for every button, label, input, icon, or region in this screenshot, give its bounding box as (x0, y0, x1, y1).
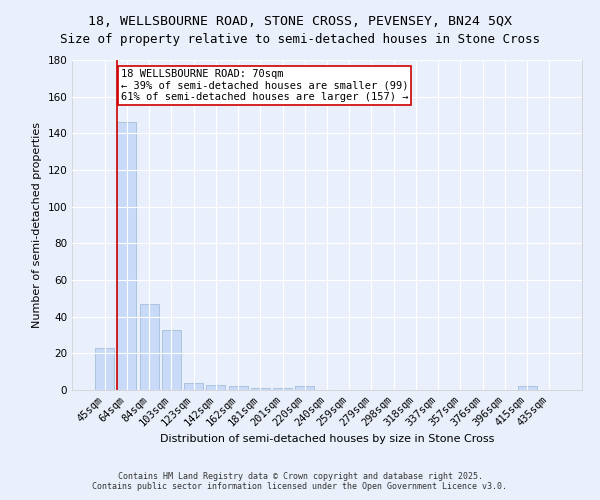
Text: Contains HM Land Registry data © Crown copyright and database right 2025.
Contai: Contains HM Land Registry data © Crown c… (92, 472, 508, 491)
Bar (273, 388, 292, 390)
Bar (118, 122, 136, 390)
Bar (95, 348, 114, 390)
Bar (518, 386, 536, 390)
Bar (184, 382, 203, 390)
Bar (206, 384, 225, 390)
Text: 18 WELLSBOURNE ROAD: 70sqm
← 39% of semi-detached houses are smaller (99)
61% of: 18 WELLSBOURNE ROAD: 70sqm ← 39% of semi… (121, 69, 408, 102)
Bar (140, 304, 158, 390)
Bar (295, 386, 314, 390)
Y-axis label: Number of semi-detached properties: Number of semi-detached properties (32, 122, 42, 328)
Bar (162, 330, 181, 390)
X-axis label: Distribution of semi-detached houses by size in Stone Cross: Distribution of semi-detached houses by … (160, 434, 494, 444)
Bar (229, 386, 248, 390)
Text: 18, WELLSBOURNE ROAD, STONE CROSS, PEVENSEY, BN24 5QX: 18, WELLSBOURNE ROAD, STONE CROSS, PEVEN… (88, 15, 512, 28)
Text: Size of property relative to semi-detached houses in Stone Cross: Size of property relative to semi-detach… (60, 32, 540, 46)
Bar (251, 388, 270, 390)
